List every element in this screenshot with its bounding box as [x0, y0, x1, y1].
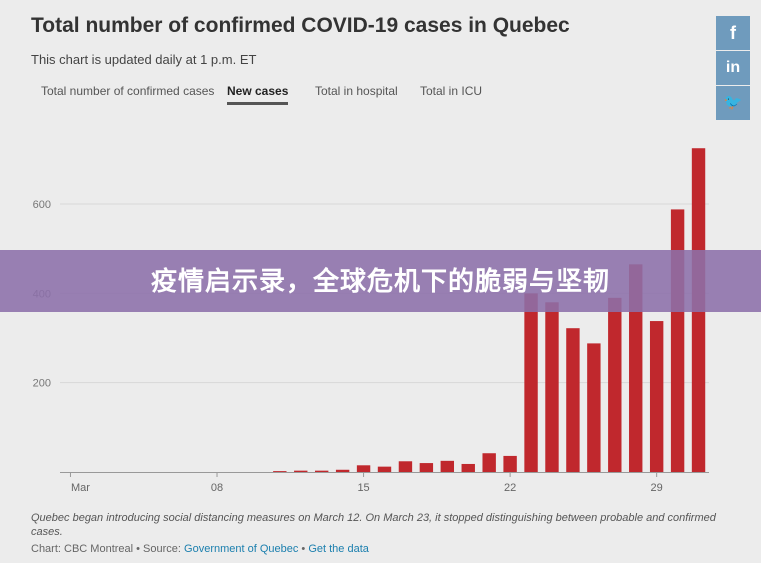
bar[interactable] [419, 463, 434, 472]
bar[interactable] [440, 460, 455, 472]
tab-total-confirmed[interactable]: Total number of confirmed cases [41, 84, 215, 98]
overlay-banner: 疫情启示录，全球危机下的脆弱与坚韧 [0, 250, 761, 312]
bar[interactable] [273, 471, 287, 472]
bar[interactable] [398, 461, 413, 472]
bar[interactable] [377, 466, 392, 472]
tab-bar: Total number of confirmed cases New case… [31, 84, 511, 108]
credits-prefix: Chart: CBC Montreal • Source: [31, 543, 185, 555]
linkedin-share-button[interactable]: in [716, 51, 750, 85]
bar[interactable] [482, 453, 496, 472]
bar[interactable] [649, 321, 664, 472]
y-tick-label: 200 [33, 378, 51, 390]
y-tick-label: 600 [33, 199, 51, 211]
chart-footnote: Quebec began introducing social distanci… [31, 512, 716, 538]
bar[interactable] [629, 264, 643, 472]
bar[interactable] [545, 302, 559, 472]
x-tick-label: 22 [504, 482, 516, 494]
facebook-icon: f [730, 23, 736, 43]
get-data-link[interactable]: Get the data [308, 543, 369, 555]
x-tick-label: Mar [71, 482, 90, 494]
source-link[interactable]: Government of Quebec [184, 543, 299, 555]
chart-credits: Chart: CBC Montreal • Source: Government… [31, 543, 369, 555]
twitter-share-button[interactable]: 🐦 [716, 86, 750, 120]
bar[interactable] [314, 470, 329, 472]
bar[interactable] [294, 470, 308, 472]
bar[interactable] [356, 465, 371, 472]
linkedin-icon: in [725, 59, 741, 76]
bar-chart: 200400600Mar08152229 [33, 148, 709, 494]
bar[interactable] [566, 328, 580, 472]
x-tick-label: 08 [211, 482, 223, 494]
bar[interactable] [587, 343, 601, 472]
x-tick-label: 15 [357, 482, 369, 494]
chart-subtitle: This chart is updated daily at 1 p.m. ET [31, 52, 257, 67]
bar[interactable] [670, 209, 685, 472]
bar[interactable] [608, 297, 622, 472]
tab-total-in-icu[interactable]: Total in ICU [420, 84, 483, 98]
chart-title: Total number of confirmed COVID-19 cases… [31, 14, 570, 37]
facebook-share-button[interactable]: f [716, 16, 750, 50]
bar[interactable] [335, 469, 350, 472]
credits-separator: • [298, 543, 309, 555]
banner-text: 疫情启示录，全球危机下的脆弱与坚韧 [150, 266, 610, 296]
bar[interactable] [524, 293, 538, 472]
x-tick-label: 29 [651, 482, 663, 494]
bar[interactable] [461, 463, 475, 472]
tab-new-cases[interactable]: New cases [227, 84, 289, 105]
twitter-icon: 🐦 [723, 94, 743, 111]
tab-total-in-hospital[interactable]: Total in hospital [315, 84, 398, 98]
bar[interactable] [503, 455, 517, 472]
